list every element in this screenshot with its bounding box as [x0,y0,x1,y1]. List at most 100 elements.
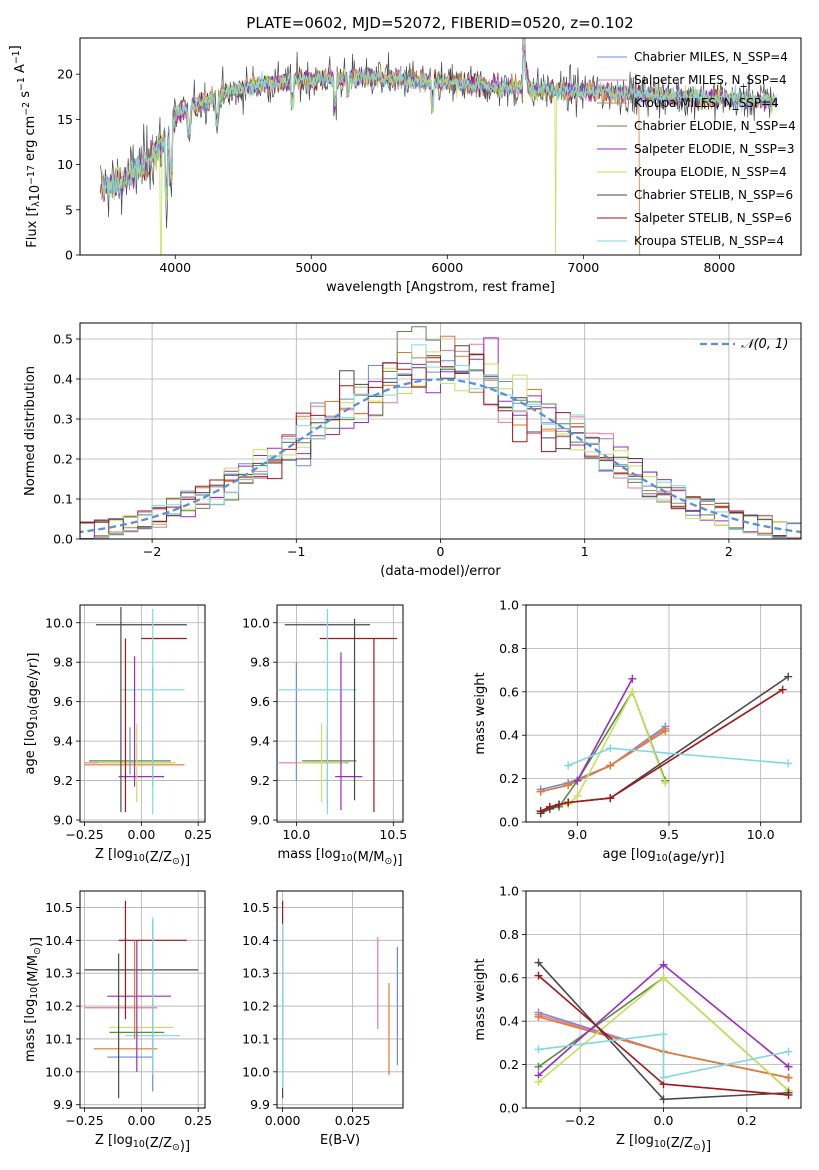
x-axis-label: Z [log10(Z/Z⊙)] [95,1133,190,1154]
x-tick-label: 0.025 [335,1113,371,1128]
legend-label: Salpeter ELODIE, N_SSP=3 [634,142,795,156]
axes-age-vs-massweight: 9.0 9.5 10.0 0.0 0.2 0.4 0.6 0.8 1.0 [499,598,802,842]
y-tick-label: 9.8 [53,655,73,670]
y-tick-label: 0.6 [499,684,519,699]
y-tick-label: 10 [57,157,73,172]
plot-area-Z-vs-age [84,606,187,815]
x-tick-label: −2 [143,544,161,559]
histogram-kroupa-stelib [80,344,801,539]
y-axis-label: mass weight [473,958,488,1040]
y-tick-label: 10.0 [242,615,270,630]
legend-label: Salpeter STELIB, N_SSP=6 [634,211,792,225]
axes-frame [276,890,404,1109]
legend-label: 𝒩(0, 1) [741,337,788,352]
weight-line [540,725,666,791]
plot-area-Z-vs-mass [84,900,199,1099]
x-tick-label: 4000 [159,260,191,275]
x-tick-label: 8000 [703,260,735,275]
x-tick-label: 6000 [431,260,463,275]
y-tick-label: 10.0 [45,1064,73,1079]
x-tick-label: 10.5 [379,827,407,842]
y-tick-label: 0 [65,248,73,263]
y-tick-label: 9.4 [53,734,73,749]
y-tick-label: 9.0 [53,813,73,828]
y-tick-label: 10.3 [45,966,73,981]
legend-label: Chabrier ELODIE, N_SSP=4 [634,119,796,133]
weight-line [567,689,667,806]
plot-area-spectrum [100,38,777,255]
y-tick-label: 1.0 [499,598,519,613]
axes-spectrum: 4000 5000 6000 7000 8000 0 5 10 15 20 [57,37,802,275]
y-axis-label: age [log10(age/yr)] [23,653,41,775]
y-tick-label: 10.2 [45,999,73,1014]
figure-title: PLATE=0602, MJD=52072, FIBERID=0520, z=0… [246,14,633,32]
plot-area-residual-distribution [80,326,801,539]
y-tick-label: 0.8 [499,641,519,656]
y-tick-label: 10.2 [242,999,270,1014]
legend-label: Kroupa STELIB, N_SSP=4 [634,234,784,248]
y-tick-label: 9.2 [250,773,270,788]
legend-label: Chabrier STELIB, N_SSP=6 [634,188,793,202]
weight-line [540,730,666,793]
spectrum-legend: Chabrier MILES, N_SSP=4 Salpeter MILES, N… [597,50,796,248]
y-tick-label: 0.2 [53,452,73,467]
y-tick-label: 0.0 [53,532,73,547]
weight-line [540,688,784,812]
y-tick-label: 0.4 [499,728,519,743]
x-tick-label: 0.2 [737,1113,757,1128]
x-axis-label: Z [log10(Z/Z⊙)] [95,847,190,868]
y-tick-label: 0.4 [53,372,73,387]
plot-area-mass-vs-age [278,608,398,815]
x-axis-label: Z [log10(Z/Z⊙)] [616,1133,711,1154]
x-tick-label: −0.2 [565,1113,595,1128]
axes-frame [276,604,404,823]
y-tick-label: 9.9 [250,1097,270,1112]
x-tick-label: 7000 [567,260,599,275]
x-axis-label: (data-model)/error [380,564,501,579]
legend-label: Kroupa MILES, N_SSP=4 [634,96,779,110]
normal-reference-curve [80,378,801,534]
y-tick-label: 9.0 [250,813,270,828]
legend-label: Chabrier MILES, N_SSP=4 [634,50,788,64]
axes-mass-vs-age: 10.0 10.5 9.0 9.2 9.4 9.6 9.8 10.0 [242,604,407,842]
y-tick-label: 0.8 [499,927,519,942]
x-tick-label: −0.25 [65,827,103,842]
y-axis-label: Flux [fλ10−17 erg cm−2 s−1 A−1] [8,45,43,247]
y-tick-label: 10.5 [45,900,73,915]
histogram-salpeter-stelib [80,353,801,539]
axes-Z-vs-massweight: −0.2 0.0 0.2 0.0 0.2 0.4 0.6 0.8 1.0 [499,884,802,1128]
y-tick-label: 0.2 [499,1057,519,1072]
x-tick-label: 0.00 [127,1113,155,1128]
y-tick-label: 10.1 [242,1031,270,1046]
x-tick-label: 10.0 [282,827,310,842]
x-axis-label: age [log10(age/yr)] [603,847,725,865]
y-tick-label: 10.1 [45,1031,73,1046]
x-tick-label: 0.00 [127,827,155,842]
spectrum-line-kroupa-stelib [100,51,777,201]
axes-frame [79,37,802,256]
x-tick-label: 10.0 [747,827,775,842]
weight-line [538,1033,789,1079]
y-tick-label: 9.9 [53,1097,73,1112]
y-tick-label: 0.5 [53,332,73,347]
y-tick-label: 0.0 [499,815,519,830]
x-tick-label: −0.25 [65,1113,103,1128]
axes-frame [525,604,802,823]
x-tick-label: 5000 [295,260,327,275]
x-tick-label: 9.5 [659,827,679,842]
y-tick-label: 0.0 [499,1101,519,1116]
y-tick-label: 0.3 [53,412,73,427]
axes-frame [79,890,206,1109]
y-tick-label: 10.3 [242,966,270,981]
x-tick-label: 0 [437,544,445,559]
axes-residual-distribution: −2 −1 0 1 2 0.0 0.1 0.2 0.3 0.4 0.5 [53,322,802,559]
y-tick-label: 9.2 [53,773,73,788]
y-tick-label: 9.6 [53,694,73,709]
x-tick-label: 2 [725,544,733,559]
y-axis-label: mass weight [473,672,488,754]
y-tick-label: 9.4 [250,734,270,749]
plot-area-age-vs-massweight [536,672,793,818]
plot-area-Z-vs-massweight [534,958,793,1104]
y-tick-label: 10.5 [242,900,270,915]
